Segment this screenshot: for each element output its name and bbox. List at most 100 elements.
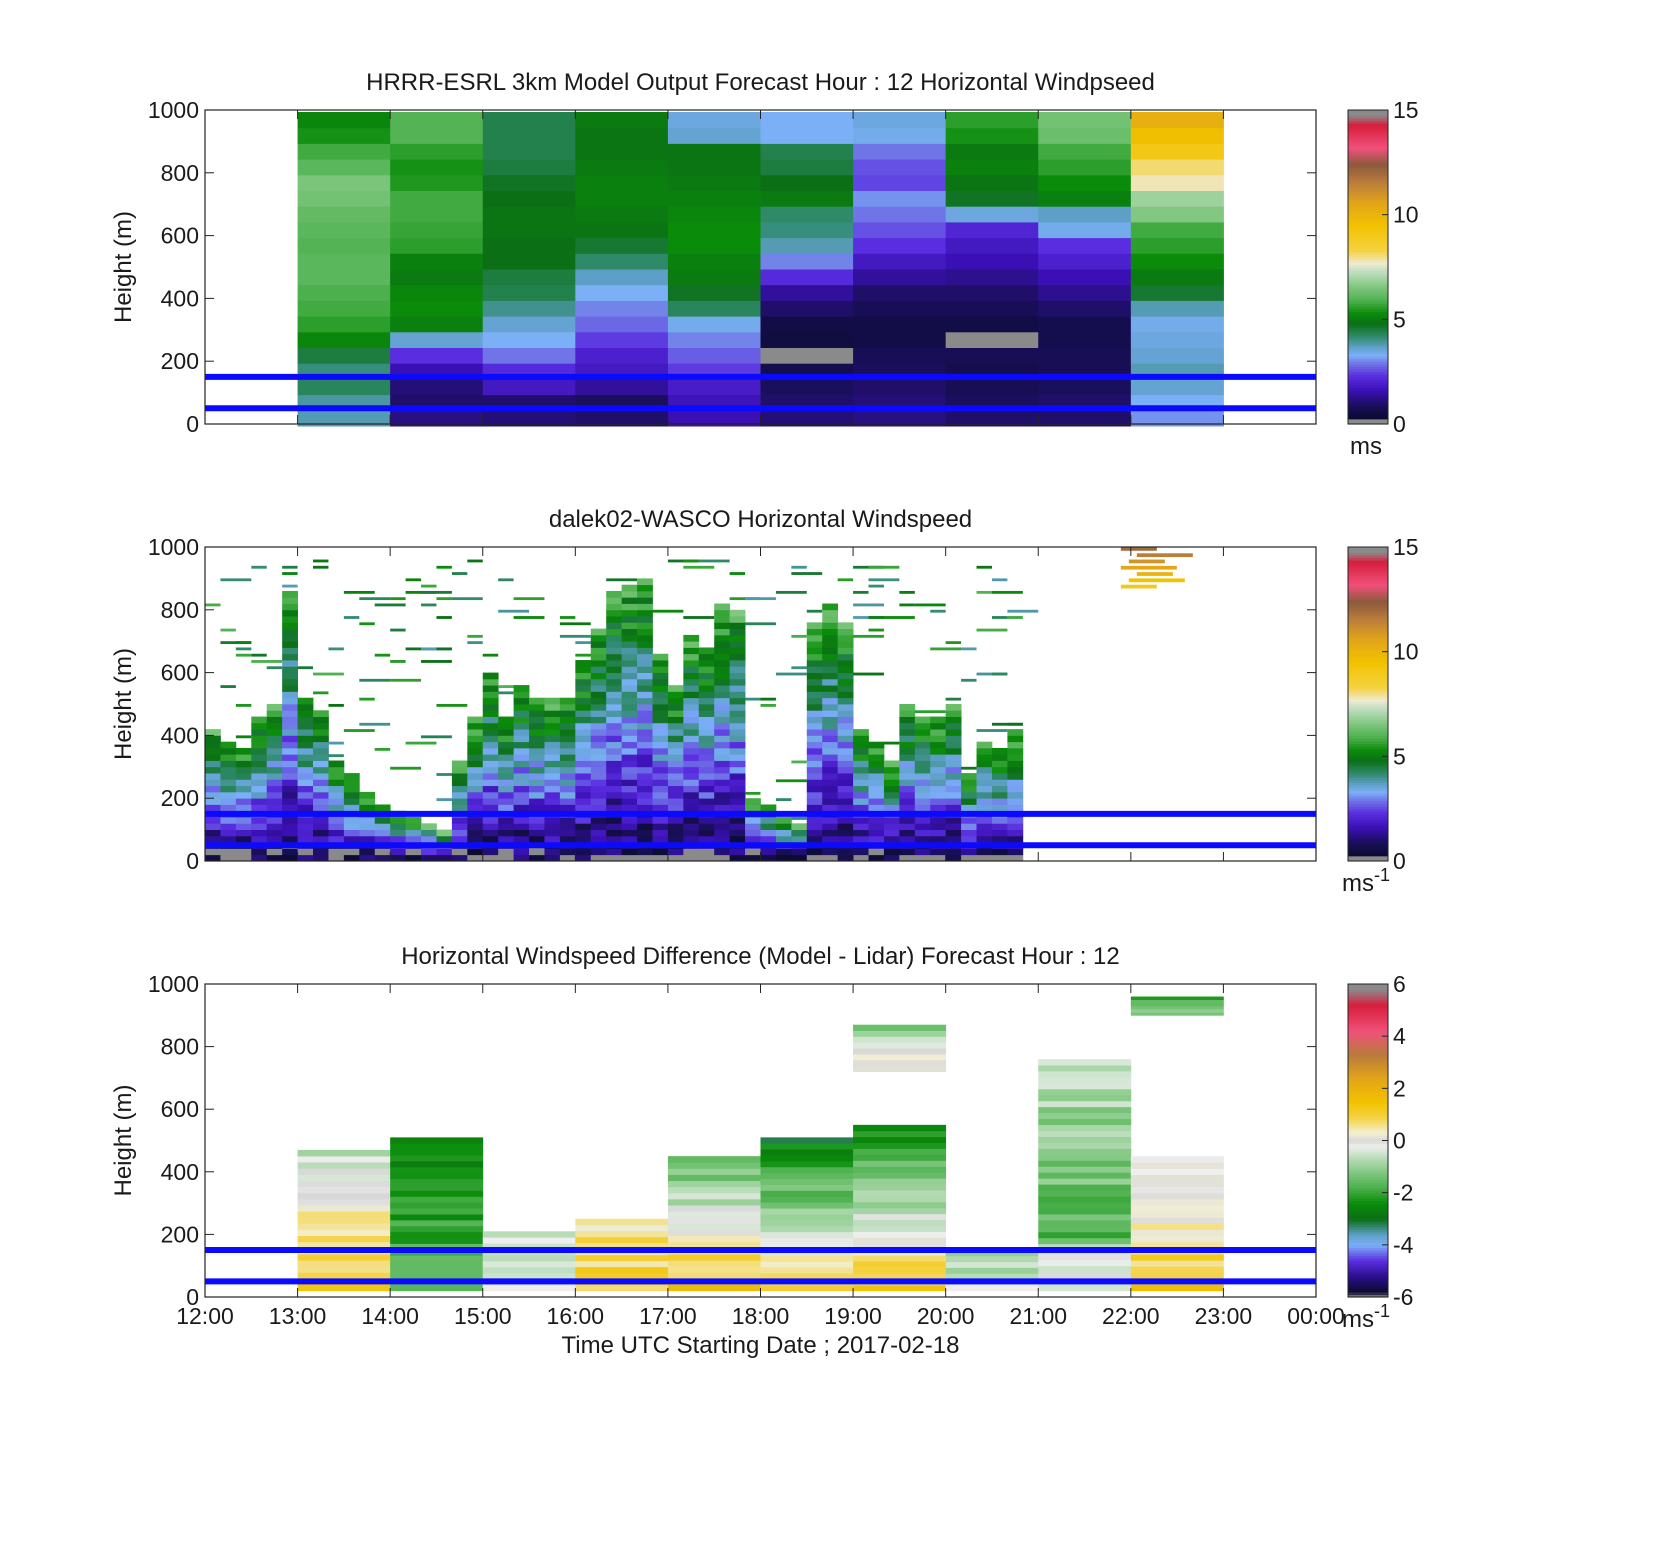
heat-cell: [513, 691, 530, 699]
heat-cell: [266, 766, 283, 774]
colorbar-cell: [1348, 361, 1388, 365]
heat-cell: [390, 1190, 484, 1197]
heat-cell: [667, 729, 684, 736]
colorbar-cell: [1348, 717, 1388, 721]
heat-cell: [683, 634, 700, 642]
heat-cell: [976, 729, 1008, 732]
heat-cell: [297, 174, 391, 191]
heat-cell: [297, 735, 314, 743]
colorbar-cell: [1348, 201, 1388, 205]
heat-cell: [343, 804, 360, 812]
heat-cell: [714, 823, 731, 830]
heat-cell: [529, 722, 545, 730]
heat-cell: [837, 685, 854, 692]
heat-cell: [991, 798, 1008, 805]
heat-cell: [1038, 1178, 1132, 1185]
colorbar-unit: ms: [1342, 870, 1374, 897]
heat-cell: [220, 785, 237, 793]
colorbar-cell: [1348, 709, 1388, 713]
heat-cell: [991, 791, 1008, 799]
heat-cell: [390, 221, 484, 239]
colorbar-cell: [1348, 641, 1388, 645]
heat-cell: [606, 647, 623, 655]
heat-cell: [374, 854, 391, 862]
heat-cell: [220, 766, 237, 774]
colorbar-cell: [1348, 293, 1388, 297]
heat-cell: [575, 284, 669, 301]
heat-cell: [1130, 127, 1224, 144]
colorbar-cell: [1348, 306, 1388, 310]
colorbar-cell: [1348, 560, 1388, 564]
heat-cell: [683, 741, 700, 749]
colorbar-cell: [1348, 144, 1388, 148]
heat-cell: [482, 773, 499, 780]
heat-cell: [714, 829, 731, 837]
colorbar-cell: [1348, 240, 1388, 245]
heat-cell: [282, 609, 298, 617]
heat-cell: [976, 829, 993, 837]
heat-cell: [328, 785, 345, 793]
heat-cell: [482, 253, 576, 270]
heat-cell: [575, 410, 669, 427]
heat-cell: [667, 704, 684, 711]
colorbar-cell: [1348, 295, 1388, 299]
heat-cell: [498, 779, 515, 787]
heat-cell: [853, 735, 869, 743]
heat-cell: [667, 829, 684, 837]
heat-cell: [282, 804, 298, 812]
colorbar-unit: ms: [1342, 1306, 1374, 1333]
heat-cell: [235, 823, 252, 830]
colorbar-cell: [1348, 829, 1388, 833]
heat-cell: [760, 1137, 854, 1144]
heat-cell: [760, 1166, 854, 1174]
heat-cell: [698, 678, 715, 686]
heat-cell: [482, 1237, 576, 1244]
heat-cell: [667, 347, 761, 364]
colorbar-cell: [1348, 285, 1388, 289]
heat-cell: [575, 1260, 669, 1268]
heat-cell: [775, 829, 792, 837]
heat-cell: [266, 848, 283, 856]
heat-cell: [637, 747, 653, 755]
heat-cell: [760, 1208, 854, 1215]
colorbar-cell: [1348, 1291, 1388, 1295]
heat-cell: [652, 829, 669, 837]
heat-cell: [251, 804, 268, 812]
heat-cell: [343, 590, 375, 594]
heat-cell: [652, 835, 669, 843]
colorbar-tick-label: 0: [1393, 411, 1406, 437]
heat-cell: [930, 735, 947, 743]
heat-cell: [282, 672, 298, 680]
heat-cell: [637, 817, 653, 824]
heat-cell: [482, 729, 499, 736]
heat-cell: [652, 710, 669, 717]
heat-cell: [853, 785, 869, 793]
heat-cell: [251, 729, 268, 736]
colorbar-cell: [1348, 212, 1388, 216]
colorbar-cell: [1348, 1077, 1388, 1082]
heat-cell: [945, 1273, 1039, 1280]
colorbar-cell: [1348, 583, 1388, 587]
heat-cell: [405, 817, 422, 824]
heat-cell: [729, 854, 746, 862]
heat-cell: [637, 578, 653, 586]
heat-cell: [868, 779, 885, 787]
heat-cell: [991, 829, 1008, 837]
heat-cell: [853, 1184, 947, 1191]
colorbar-cell: [1348, 792, 1388, 797]
colorbar-tick-label: 10: [1393, 202, 1419, 228]
heat-cell: [868, 616, 884, 619]
heat-cell: [930, 754, 947, 761]
y-tick-label: 1000: [148, 97, 199, 123]
colorbar-cell: [1348, 677, 1388, 682]
colorbar-cell: [1348, 649, 1388, 653]
heat-cell: [220, 628, 236, 632]
heat-cell: [544, 848, 561, 856]
heat-cell: [544, 773, 561, 780]
heat-cell: [482, 300, 576, 317]
heat-cell: [760, 159, 854, 176]
colorbar-cell: [1348, 1049, 1388, 1053]
heat-cell: [683, 747, 700, 755]
colorbar-cell: [1348, 565, 1388, 569]
colorbar-tick-label: 0: [1393, 848, 1406, 874]
